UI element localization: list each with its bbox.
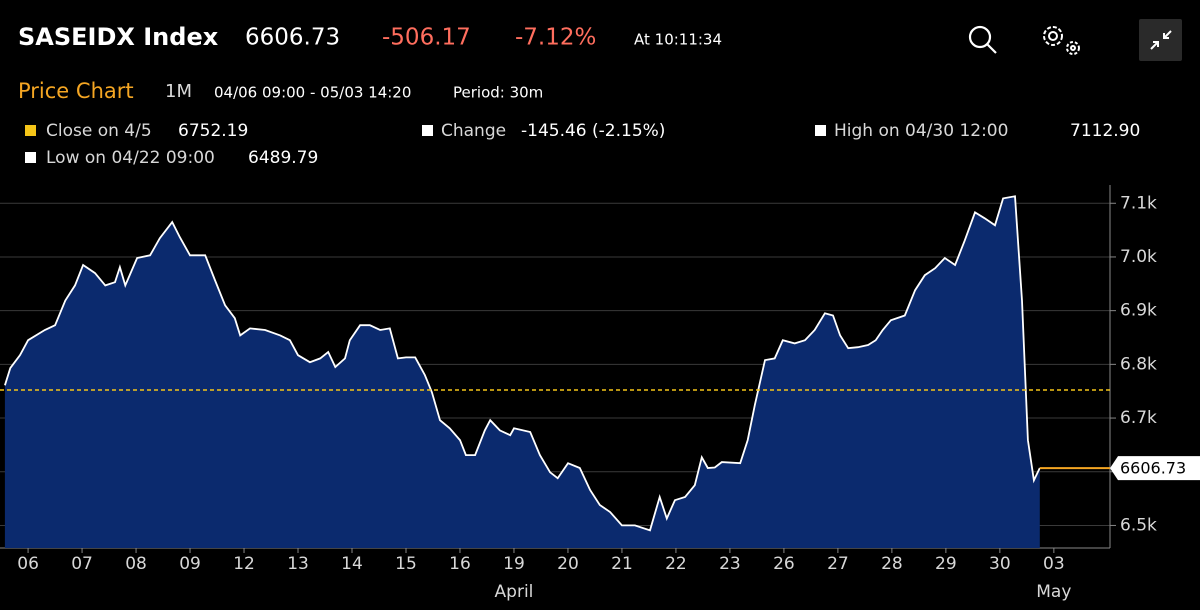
price: 6606.73 [245, 25, 340, 51]
last-price-label: 6606.73 [1120, 459, 1186, 478]
x-tick-label: 03 [1043, 554, 1065, 574]
x-tick-label: 23 [719, 554, 741, 574]
x-tick-label: 21 [611, 554, 633, 574]
date-range: 04/06 09:00 - 05/03 14:20 [214, 84, 411, 102]
x-tick-label: 30 [989, 554, 1011, 574]
x-tick-label: 27 [827, 554, 849, 574]
last-price-box [1110, 456, 1200, 481]
period: Period: 30m [453, 84, 543, 102]
legend-swatch [422, 125, 433, 136]
y-tick-label: 6.9k [1120, 301, 1157, 321]
x-tick-label: 22 [665, 554, 687, 574]
x-tick-label: 19 [503, 554, 525, 574]
legend-value: 7112.90 [1070, 121, 1140, 141]
time: At 10:11:34 [634, 31, 722, 49]
x-tick-label: 14 [341, 554, 363, 574]
settings-icon[interactable] [1043, 26, 1080, 55]
x-group-label: April [495, 582, 534, 602]
x-tick-label: 13 [287, 554, 309, 574]
legend-value: 6752.19 [178, 121, 248, 141]
x-tick-label: 29 [935, 554, 957, 574]
legend-swatch [25, 152, 36, 163]
legend-label: Low on 04/22 09:00 [46, 148, 215, 168]
legend-label: Change [441, 121, 506, 141]
x-tick-label: 07 [71, 554, 93, 574]
x-tick-label: 26 [773, 554, 795, 574]
legend-swatch [25, 125, 36, 136]
x-tick-label: 15 [395, 554, 417, 574]
price-line [4, 195, 1041, 532]
legend-swatch [815, 125, 826, 136]
legend-label: High on 04/30 12:00 [834, 121, 1008, 141]
x-group-label: May [1036, 582, 1071, 602]
collapse-button[interactable] [1139, 19, 1182, 61]
range[interactable]: 1M [165, 81, 192, 102]
x-tick-label: 28 [881, 554, 903, 574]
area-fill [4, 196, 1040, 549]
legend-value: 6489.79 [248, 148, 318, 168]
y-tick-label: 7.0k [1120, 247, 1157, 267]
x-tick-label: 09 [179, 554, 201, 574]
legend-value: -145.46 (-2.15%) [521, 121, 665, 141]
x-tick-label: 16 [449, 554, 471, 574]
x-tick-label: 08 [125, 554, 147, 574]
legend-label: Close on 4/5 [46, 121, 152, 141]
y-tick-label: 6.5k [1120, 515, 1157, 535]
search-icon[interactable] [968, 25, 997, 54]
plot: 6.5k6.6k6.7k6.8k6.9k7.0k7.1k060708091213… [0, 185, 1200, 602]
ticker: SASEIDX Index [18, 23, 219, 51]
y-tick-label: 6.8k [1120, 354, 1157, 374]
x-tick-label: 12 [233, 554, 255, 574]
change: -506.17 [382, 25, 471, 51]
y-tick-label: 7.1k [1120, 193, 1157, 213]
change-pct: -7.12% [515, 25, 596, 51]
x-tick-label: 06 [17, 554, 39, 574]
y-tick-label: 6.7k [1120, 408, 1157, 428]
chart-title: Price Chart [18, 79, 134, 103]
x-tick-label: 20 [557, 554, 579, 574]
